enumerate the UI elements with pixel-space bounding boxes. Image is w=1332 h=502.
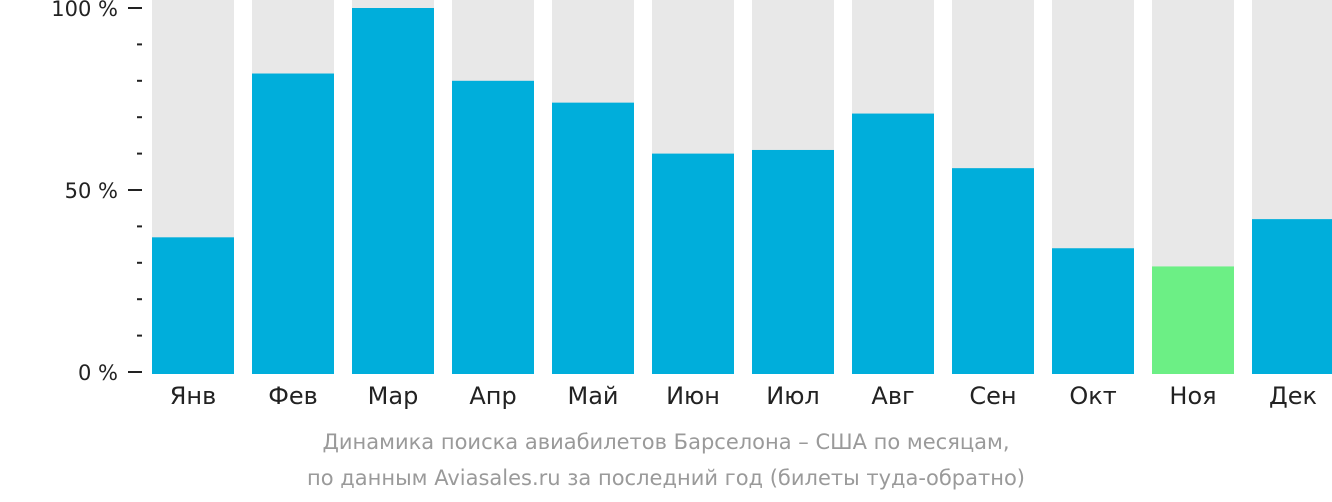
x-tick-label: Мар: [368, 382, 419, 410]
x-tick-label: Фев: [268, 382, 318, 410]
bar-3: [352, 8, 434, 374]
bar-4: [452, 80, 534, 375]
x-tick-label: Авг: [871, 382, 914, 410]
bar-10: [1052, 248, 1134, 374]
chart-caption-line-2: по данным Aviasales.ru за последний год …: [307, 466, 1025, 490]
bar-12: [1252, 219, 1332, 374]
y-tick-label: 100 %: [51, 0, 118, 21]
x-tick-label: Дек: [1269, 382, 1317, 410]
bar-1: [152, 237, 234, 374]
bar-9: [952, 168, 1034, 374]
bar-11: [1152, 266, 1234, 374]
x-tick-label: Янв: [170, 382, 217, 410]
bar-8: [852, 113, 934, 374]
x-tick-label: Апр: [469, 382, 516, 410]
x-tick-label: Окт: [1069, 382, 1116, 410]
bar-6: [652, 153, 734, 374]
x-tick-label: Сен: [969, 382, 1016, 410]
x-tick-label: Ноя: [1169, 382, 1216, 410]
y-tick-label: 0 %: [78, 361, 118, 385]
bar-chart: 0 % 50 % 100 % Янв Фев Мар Апр Май Июн Июл Авг Сен…: [51, 0, 1332, 410]
bar-2: [252, 73, 334, 375]
x-axis: Янв Фев Мар Апр Май Июн Июл Авг Сен Окт Ноя Дек: [170, 382, 1317, 410]
chart-caption-line-1: Динамика поиска авиабилетов Барселона – …: [322, 430, 1010, 454]
x-tick-label: Май: [567, 382, 618, 410]
bar-7: [752, 149, 834, 374]
x-tick-label: Июн: [666, 382, 720, 410]
y-tick-label: 50 %: [65, 179, 118, 203]
bar-5: [552, 102, 634, 374]
x-tick-label: Июл: [766, 382, 820, 410]
data-bars: [152, 8, 1332, 375]
y-axis: 0 % 50 % 100 %: [51, 0, 142, 385]
